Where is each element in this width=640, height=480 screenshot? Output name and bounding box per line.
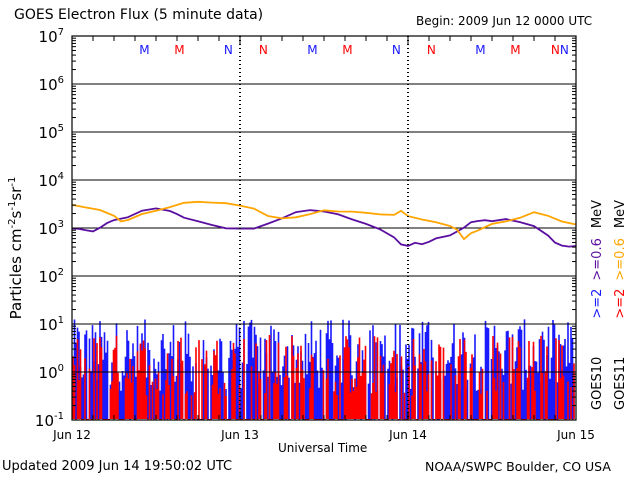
begin-time-label: Begin: 2009 Jun 12 0000 UTC xyxy=(416,14,593,28)
y-tick-label-base: 10 xyxy=(39,28,58,46)
local-time-marker: N xyxy=(560,43,569,57)
y-tick-label: 104 xyxy=(39,171,64,190)
y-tick-label-base: 10 xyxy=(39,124,58,142)
y-tick-label: 101 xyxy=(39,315,64,334)
y-tick-label: 10-1 xyxy=(35,411,64,430)
y-tick-label-base: 10 xyxy=(35,412,54,430)
y-tick-label-exp: 0 xyxy=(58,363,64,374)
local-time-marker: N xyxy=(259,43,268,57)
y-tick-label-exp: 4 xyxy=(58,171,64,182)
local-time-marker: N xyxy=(427,43,436,57)
x-axis-label: Universal Time xyxy=(278,441,368,455)
local-time-marker: M xyxy=(342,43,352,57)
legend-goes11-name: GOES11 xyxy=(613,356,628,410)
chart-title: GOES Electron Flux (5 minute data) xyxy=(14,7,264,23)
local-time-marker: M xyxy=(475,43,485,57)
y-tick-label-exp: 6 xyxy=(58,75,64,86)
local-time-marker: N xyxy=(224,43,233,57)
y-tick-label-base: 10 xyxy=(39,76,58,94)
x-ticks xyxy=(71,36,577,420)
y-tick-label-exp: 1 xyxy=(58,315,64,326)
y-tick-label-exp: 2 xyxy=(58,267,64,278)
legend-goes10-2mev: >=2 xyxy=(590,288,605,319)
y-tick-label-exp: 7 xyxy=(58,27,64,38)
local-time-marker: M xyxy=(307,43,317,57)
legend-goes11-2mev: >=2 xyxy=(613,288,628,319)
legend-goes10-unit: MeV xyxy=(590,200,605,229)
x-tick-label: Jun 15 xyxy=(556,428,595,442)
y-tick-label-exp: -1 xyxy=(54,411,64,422)
y-tick-label: 102 xyxy=(39,267,64,286)
local-time-marker: N xyxy=(392,43,401,57)
credit-label: NOAA/SWPC Boulder, CO USA xyxy=(425,459,611,474)
legend-goes11-unit: MeV xyxy=(613,200,628,229)
y-tick-label: 107 xyxy=(39,27,64,46)
series-goes10-06mev xyxy=(71,207,577,248)
y-tick-label-exp: 5 xyxy=(58,123,64,134)
legend-goes10-name: GOES10 xyxy=(590,356,605,410)
legend-goes10-06mev: >=0.6 xyxy=(590,238,605,281)
y-tick-label: 106 xyxy=(39,75,64,94)
electron-2mev-bars xyxy=(72,319,575,420)
y-tick-label-base: 10 xyxy=(39,172,58,190)
y-ticks xyxy=(72,37,576,421)
updated-timestamp: Updated 2009 Jun 14 19:50:02 UTC xyxy=(2,459,233,474)
series-goes11-06mev xyxy=(71,200,577,241)
y-tick-label-base: 10 xyxy=(39,220,58,238)
local-time-marker: M xyxy=(510,43,520,57)
legend-goes11-06mev: >=0.6 xyxy=(613,238,628,281)
y-tick-label: 100 xyxy=(39,363,64,382)
x-tick-label: Jun 12 xyxy=(52,428,91,442)
legend-goes10: GOES10 >=2 >=0.6 MeV xyxy=(590,200,605,410)
local-time-marker: M xyxy=(139,43,149,57)
y-tick-label: 103 xyxy=(39,219,64,238)
y-tick-label: 105 xyxy=(39,123,64,142)
local-time-marker: M xyxy=(174,43,184,57)
y-tick-label-base: 10 xyxy=(39,316,58,334)
y-tick-label-base: 10 xyxy=(39,268,58,286)
legend-goes11: GOES11 >=2 >=0.6 MeV xyxy=(613,200,628,410)
local-time-marker: N xyxy=(551,43,560,57)
x-tick-label: Jun 13 xyxy=(220,428,259,442)
x-tick-label: Jun 14 xyxy=(388,428,427,442)
y-tick-label-base: 10 xyxy=(39,364,58,382)
y-tick-label-exp: 3 xyxy=(58,219,64,230)
